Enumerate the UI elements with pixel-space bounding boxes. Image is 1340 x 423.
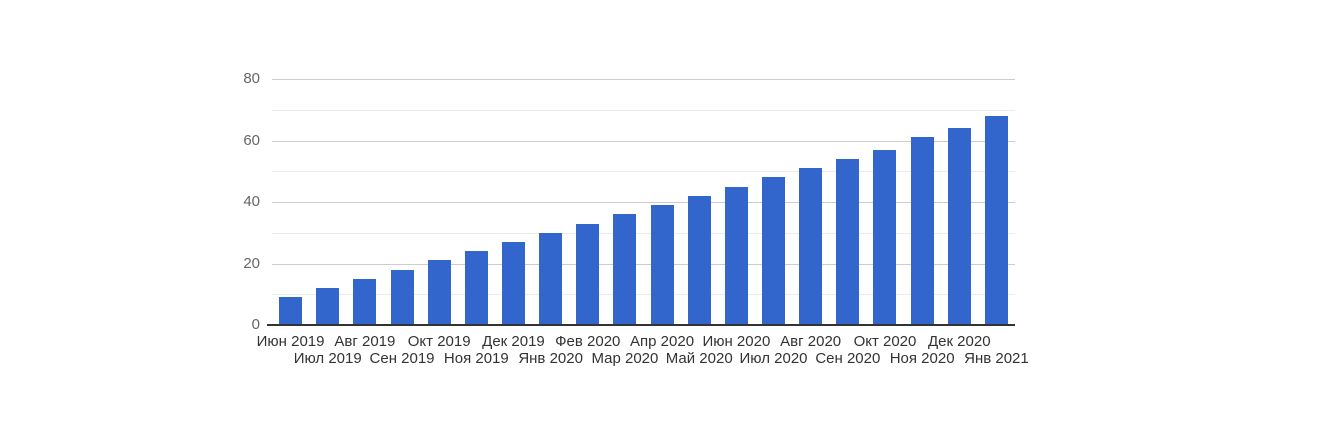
bar[interactable]	[910, 137, 934, 325]
x-tick-label: Май 2020	[665, 350, 733, 367]
x-tick-label: Фев 2020	[555, 333, 621, 350]
y-tick-label: 60	[243, 131, 260, 149]
major-gridline	[272, 140, 1015, 142]
y-tick-label: 0	[251, 316, 260, 333]
x-tick-label: Авг 2020	[780, 333, 842, 350]
bar[interactable]	[873, 150, 897, 325]
bar[interactable]	[687, 196, 711, 325]
x-tick-label: Июн 2020	[702, 333, 771, 350]
x-tick-label: Янв 2021	[964, 350, 1029, 367]
x-tick-label: Июл 2020	[739, 350, 808, 367]
bar[interactable]	[836, 159, 860, 325]
bar[interactable]	[501, 242, 525, 325]
bar[interactable]	[279, 297, 303, 325]
major-gridline	[272, 202, 1015, 203]
minor-gridline	[272, 109, 1015, 111]
y-tick-label: 80	[243, 70, 260, 87]
x-tick-label: Янв 2020	[518, 350, 583, 367]
bar[interactable]	[984, 116, 1008, 325]
bar[interactable]	[650, 205, 674, 325]
x-tick-label: Сен 2020	[815, 350, 881, 367]
x-tick-label: Апр 2020	[630, 333, 695, 350]
major-gridline	[272, 263, 1015, 265]
bar[interactable]	[464, 251, 488, 325]
bar[interactable]	[390, 270, 414, 325]
bar[interactable]	[427, 260, 451, 325]
major-gridline	[272, 79, 1015, 80]
minor-gridline	[272, 294, 1015, 296]
minor-gridline	[272, 232, 1015, 234]
x-axis-baseline	[267, 324, 1015, 326]
x-tick-label: Июл 2019	[293, 350, 362, 367]
x-tick-label: Сен 2019	[369, 350, 435, 367]
bar[interactable]	[316, 288, 340, 325]
x-tick-label: Окт 2020	[853, 333, 917, 350]
x-tick-label: Дек 2019	[482, 333, 545, 350]
y-tick-label: 40	[243, 193, 260, 210]
bar[interactable]	[576, 224, 600, 325]
minor-gridline	[272, 171, 1015, 173]
bar[interactable]	[724, 187, 748, 325]
x-tick-label: Авг 2019	[334, 333, 396, 350]
plot-area	[267, 79, 1015, 326]
bar[interactable]	[539, 233, 563, 325]
x-tick-label: Окт 2019	[407, 333, 471, 350]
bar[interactable]	[762, 177, 786, 325]
x-tick-label: Июн 2019	[256, 333, 325, 350]
bar[interactable]	[353, 279, 377, 325]
bar[interactable]	[947, 128, 971, 325]
x-tick-label: Ноя 2020	[889, 350, 955, 367]
x-tick-label: Мар 2020	[591, 350, 659, 367]
x-tick-label: Дек 2020	[927, 333, 991, 350]
y-tick-label: 20	[243, 254, 260, 272]
bar[interactable]	[613, 214, 637, 325]
x-tick-label: Ноя 2019	[443, 350, 509, 367]
bar[interactable]	[799, 168, 823, 325]
